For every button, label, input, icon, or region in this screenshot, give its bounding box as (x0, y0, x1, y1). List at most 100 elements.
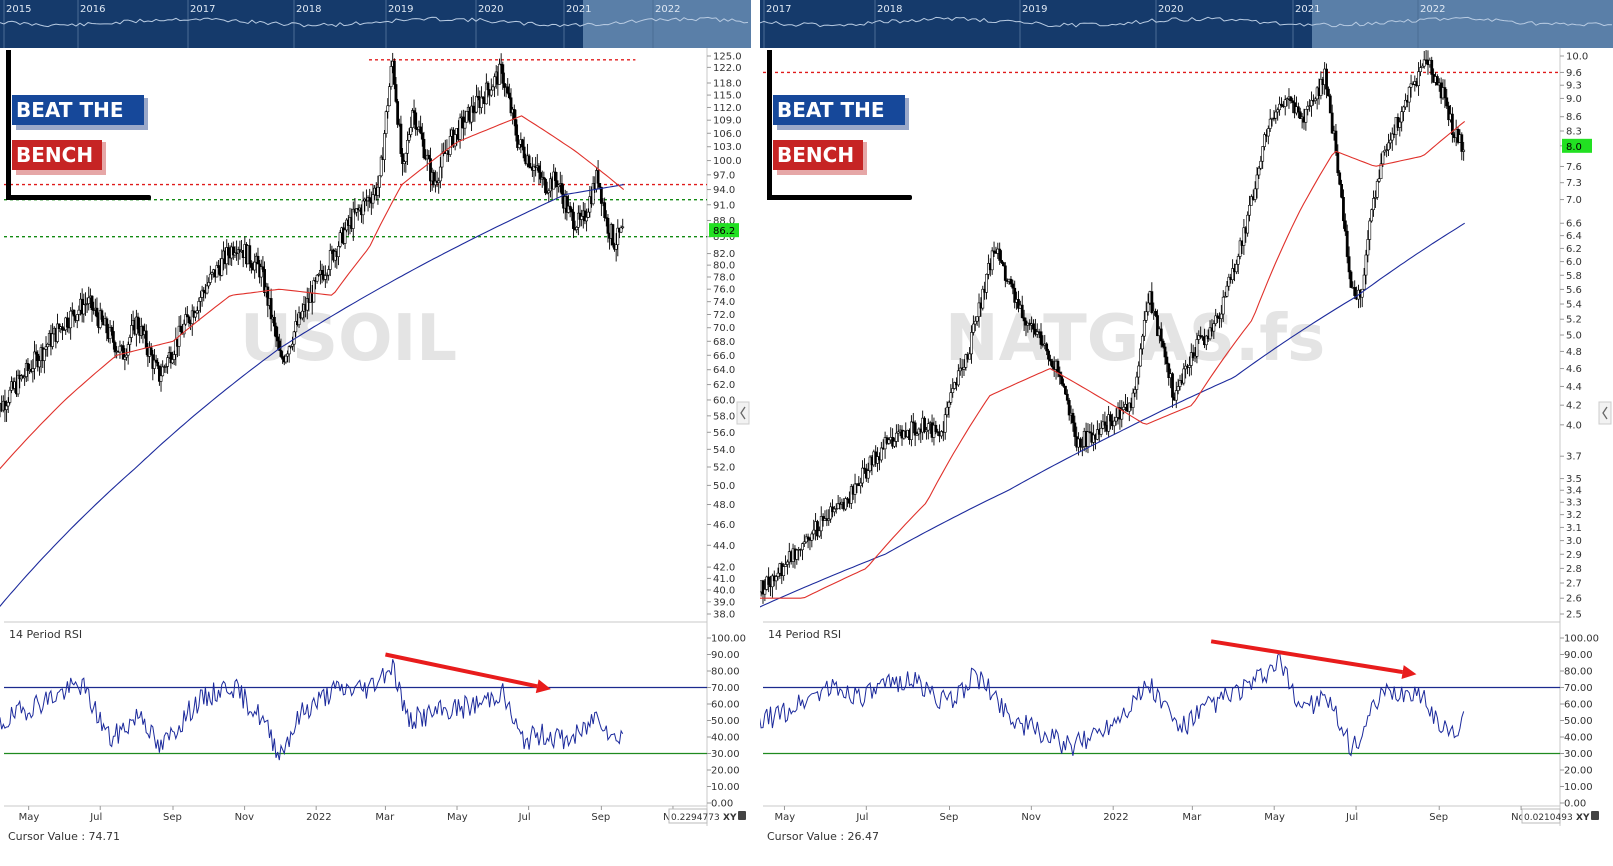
candle (1219, 305, 1223, 328)
xy-scale-control: 0.0210493 XY (1521, 808, 1599, 824)
candle (1343, 213, 1347, 236)
candle (555, 171, 559, 199)
candle-body (149, 347, 153, 355)
candle-body (1389, 139, 1392, 144)
candle-body (161, 366, 165, 377)
candle-body (1204, 335, 1208, 346)
candle-body (1345, 230, 1349, 257)
candle-body (328, 249, 332, 270)
candle-body (266, 286, 270, 306)
candle-body (90, 295, 94, 311)
candle (586, 208, 590, 219)
candle (1447, 101, 1451, 127)
price-tick-label: 5.4 (1566, 300, 1582, 311)
candle (463, 110, 467, 136)
candle-body (1109, 414, 1112, 422)
candle (923, 416, 926, 434)
candle-body (1231, 268, 1235, 280)
candle (1366, 230, 1370, 263)
candle-body (1002, 262, 1005, 267)
candle (123, 348, 127, 371)
price-tick-label: 3.7 (1566, 452, 1582, 463)
price-tick-label: 10.0 (1566, 52, 1588, 63)
candle-body (1381, 151, 1385, 165)
candle-body (964, 354, 968, 368)
price-tick-label: 106.0 (713, 129, 742, 140)
price-tick-label: 50.0 (713, 481, 735, 492)
candle (849, 483, 853, 509)
candle-body (1334, 130, 1338, 153)
candle (61, 323, 64, 340)
candle-body (1212, 323, 1216, 332)
candle-body (407, 134, 411, 141)
candle (583, 202, 587, 225)
candle-body (1122, 406, 1126, 411)
candle (1422, 50, 1426, 69)
candle (934, 420, 938, 435)
candle (834, 503, 838, 514)
candle-body (1011, 283, 1015, 289)
price-tick-label: 52.0 (713, 463, 735, 474)
candle (1047, 348, 1050, 366)
candle-body (509, 97, 513, 114)
candle (770, 573, 774, 598)
candle (448, 128, 452, 157)
chart-panel-natgas: 2017 2018 2019 2020 2021 2022 NATGAS.fs 10.0 9.6… (760, 0, 1613, 866)
candle-body (1161, 340, 1165, 348)
candle (512, 104, 516, 127)
candle-body (585, 217, 588, 222)
candle (1373, 190, 1377, 208)
candle-body (521, 139, 524, 148)
rsi-tick-label: 0.00 (1564, 799, 1586, 810)
panel-divider[interactable] (751, 0, 760, 866)
candle (399, 115, 403, 158)
candle-body (1214, 315, 1218, 324)
candle (1056, 358, 1060, 378)
candle (1176, 378, 1180, 395)
candle (614, 233, 618, 262)
candle-body (225, 247, 229, 265)
candle (1238, 237, 1242, 260)
candle (514, 109, 518, 142)
candle-body (269, 298, 273, 320)
candle-body (1402, 106, 1405, 113)
candle-body (1253, 188, 1257, 200)
price-tick-label: 7.0 (1566, 195, 1582, 206)
candle-body (1328, 95, 1332, 114)
candle (249, 260, 253, 274)
navigator-year-label: 2022 (655, 4, 680, 15)
candle (1249, 194, 1253, 206)
collapse-handle-box (736, 401, 750, 425)
candle-body (514, 119, 518, 136)
price-tick-label: 8.6 (1566, 112, 1582, 123)
candle-body (1291, 100, 1295, 103)
candle-body (1379, 163, 1383, 179)
time-tick-label: Nov (1021, 812, 1041, 823)
candle (1283, 95, 1287, 116)
candle-body (368, 197, 372, 202)
candle-body (956, 370, 960, 386)
candle (458, 113, 462, 149)
rsi-tick-label: 40.00 (711, 733, 740, 744)
candle (197, 297, 201, 322)
candle-body (1375, 181, 1379, 198)
candle-body (802, 541, 806, 544)
price-tick-label: 2.9 (1566, 550, 1582, 561)
candle-body (312, 280, 316, 303)
candle-body (274, 325, 278, 338)
candle-body (1189, 352, 1193, 366)
candle-body (75, 314, 79, 321)
candle (153, 348, 156, 375)
price-tick-label: 5.2 (1566, 315, 1582, 326)
candle (328, 243, 332, 277)
candle-body (1065, 393, 1069, 401)
candle-body (1310, 100, 1313, 107)
candle-body (1430, 59, 1434, 75)
candle-body (1298, 111, 1302, 119)
time-tick-label: Mar (1182, 812, 1202, 823)
candle-body (1385, 149, 1389, 151)
candle (1216, 313, 1219, 324)
candle (1013, 280, 1017, 309)
candle-body (971, 323, 975, 333)
